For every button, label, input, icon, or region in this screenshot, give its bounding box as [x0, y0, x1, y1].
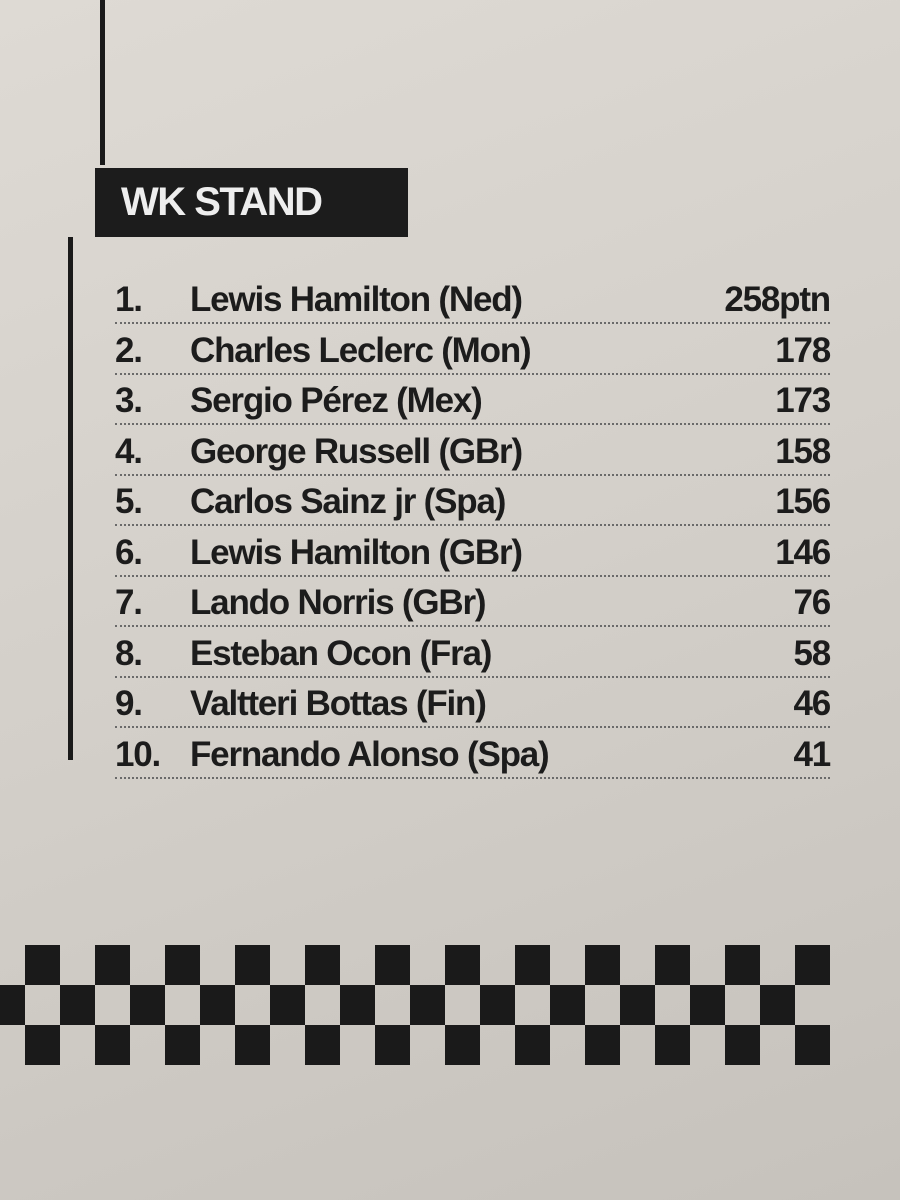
driver-rank: 8. — [115, 633, 143, 673]
standing-row: 3. Sergio Pérez (Mex) 173 — [115, 373, 831, 425]
standing-row: 7. Lando Norris (GBr) 76 — [115, 575, 831, 627]
driver-name: Lewis Hamilton (GBr) — [190, 532, 523, 572]
standing-row: 1. Lewis Hamilton (Ned) 258ptn — [115, 272, 831, 324]
driver-name: Esteban Ocon (Fra) — [190, 633, 492, 673]
driver-rank: 10. — [115, 734, 161, 774]
points: 258ptn — [724, 280, 831, 319]
standing-row: 8. Esteban Ocon (Fra) 58 — [115, 626, 831, 678]
standing-row: 5. Carlos Sainz jr (Spa) 156 — [115, 474, 831, 526]
points: 173 — [775, 381, 831, 420]
driver-name: Lando Norris (GBr) — [190, 583, 487, 622]
rule-side — [68, 237, 73, 760]
points: 146 — [775, 532, 831, 572]
standing-row: 6. Lewis Hamilton (GBr) 146 — [115, 525, 831, 577]
driver-rank: 2. — [115, 330, 143, 370]
driver-rank: 9. — [115, 684, 143, 723]
driver-rank: 6. — [115, 532, 143, 572]
standing-row: 4. George Russell (GBr) 158 — [115, 424, 831, 476]
driver-rank: 3. — [115, 381, 143, 420]
driver-rank: 4. — [115, 431, 143, 471]
points: 46 — [793, 684, 831, 723]
driver-name: George Russell (GBr) — [190, 431, 523, 471]
points: 76 — [793, 583, 831, 622]
rule-top — [100, 0, 105, 165]
standing-row: 9. Valtteri Bottas (Fin) 46 — [115, 676, 831, 728]
driver-rank: 7. — [115, 583, 143, 622]
points: 158 — [775, 431, 831, 471]
checkered-pattern — [0, 945, 830, 1065]
driver-name: Carlos Sainz jr (Spa) — [190, 482, 506, 521]
points: 41 — [793, 734, 831, 774]
points: 156 — [775, 482, 831, 521]
driver-name: Sergio Pérez (Mex) — [190, 381, 483, 420]
standing-row: 10. Fernando Alonso (Spa) 41 — [115, 727, 831, 779]
driver-name: Lewis Hamilton (Ned) — [190, 280, 523, 319]
points: 178 — [775, 330, 831, 370]
driver-rank: 1. — [115, 280, 143, 319]
driver-name: Charles Leclerc (Mon) — [190, 330, 532, 370]
driver-name: Fernando Alonso (Spa) — [190, 734, 550, 774]
points: 58 — [793, 633, 831, 673]
standing-row: 2. Charles Leclerc (Mon) 178 — [115, 323, 831, 375]
driver-name: Valtteri Bottas (Fin) — [190, 684, 487, 723]
driver-rank: 5. — [115, 482, 143, 521]
section-title: WK STAND — [95, 168, 408, 237]
